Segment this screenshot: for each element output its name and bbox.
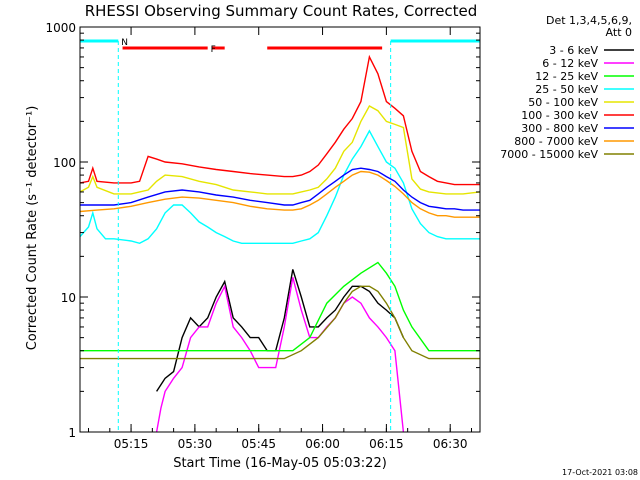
x-tick-label: 05:45	[241, 437, 276, 451]
legend-label: 25 - 50 keV	[535, 83, 598, 96]
x-tick-label: 06:15	[369, 437, 404, 451]
flag-label-f: F	[211, 45, 216, 55]
legend-label: 50 - 100 keV	[528, 96, 598, 109]
legend-label: 300 - 800 keV	[521, 122, 598, 135]
footer-timestamp: 17-Oct-2021 03:08	[562, 468, 638, 477]
axes: 05:15 05:30 05:45 06:00 06:15 06:30 1 10 100 1000	[45, 21, 481, 451]
legend-label: 7000 - 15000 keV	[500, 148, 598, 161]
series-layer	[80, 54, 480, 432]
y-axis-label: Corrected Count Rate (s⁻¹ detector⁻¹)	[25, 106, 40, 351]
legend-label: 100 - 300 keV	[521, 109, 598, 122]
chart-title: RHESSI Observing Summary Count Rates, Co…	[85, 2, 478, 20]
flag-label-n: N	[121, 38, 128, 48]
series-line-9	[80, 285, 480, 360]
series-line-4	[80, 129, 480, 245]
y-tick-label: 1	[68, 426, 76, 440]
y-tick-label: 10	[61, 291, 76, 305]
x-tick-label: 05:15	[114, 437, 149, 451]
series-line-3	[80, 261, 480, 352]
x-tick-label: 06:30	[433, 437, 468, 451]
y-tick-label: 100	[53, 156, 76, 170]
legend-label: 3 - 6 keV	[549, 44, 598, 57]
series-line-5	[80, 105, 480, 195]
x-axis-label: Start Time (16-May-05 05:03:22)	[173, 456, 387, 471]
legend-label: 800 - 7000 keV	[514, 135, 598, 148]
x-tick-label: 06:00	[305, 437, 340, 451]
legend-label: 12 - 25 keV	[535, 70, 598, 83]
series-line-2	[155, 277, 405, 432]
series-line-8	[80, 170, 480, 218]
x-tick-label: 05:30	[178, 437, 213, 451]
series-line-1	[156, 269, 405, 392]
plot-frame	[79, 26, 481, 433]
legend-label: 6 - 12 keV	[542, 57, 598, 70]
series-line-6	[80, 54, 480, 186]
series-line-7	[80, 167, 480, 211]
legend-header: Det 1,3,4,5,6,9,	[546, 14, 632, 27]
flag-layer: FN	[80, 38, 480, 432]
y-tick-label: 1000	[45, 21, 76, 35]
legend-header: Att 0	[606, 26, 632, 39]
